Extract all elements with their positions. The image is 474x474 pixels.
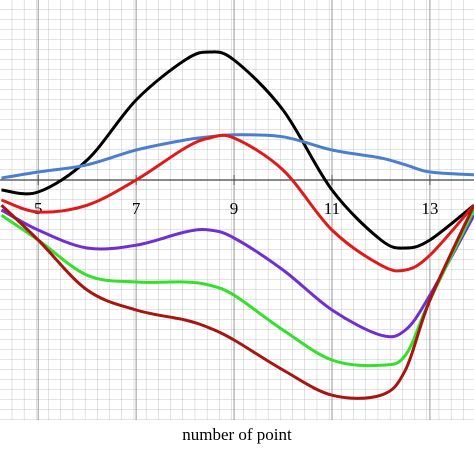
line xyxy=(0,133,474,273)
x-axis-label: number of point xyxy=(182,425,292,444)
grid-background xyxy=(0,0,474,420)
line xyxy=(0,209,474,368)
line xyxy=(1,50,474,250)
line xyxy=(1,133,474,180)
x-tick-label: 9 xyxy=(230,199,239,218)
line xyxy=(0,208,474,339)
x-tick-label: 13 xyxy=(421,199,438,218)
line xyxy=(0,204,474,400)
x-tick-label: 5 xyxy=(34,199,43,218)
x-tick-label: 11 xyxy=(324,199,340,218)
x-tick-label: 7 xyxy=(132,199,141,218)
